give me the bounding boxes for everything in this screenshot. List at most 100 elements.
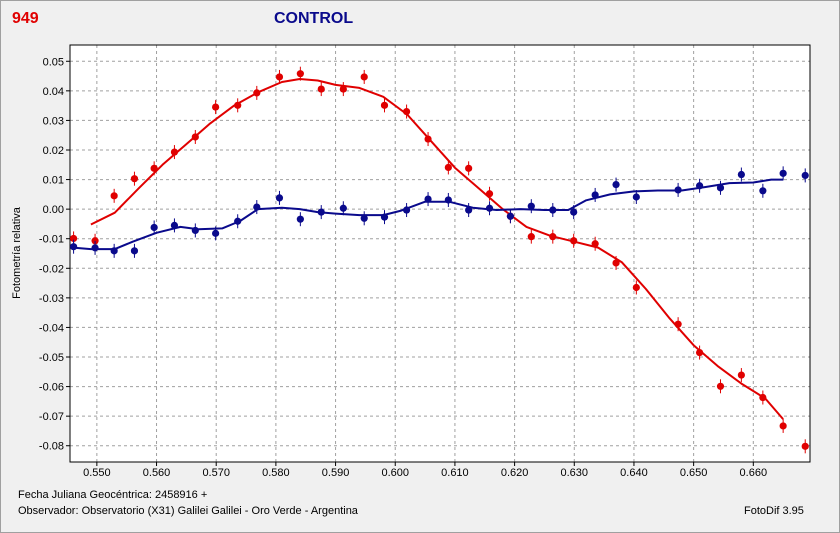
x-tick-label: 0.630 — [561, 467, 589, 479]
data-point — [253, 89, 261, 97]
data-point — [632, 193, 640, 201]
x-tick-label: 0.560 — [143, 467, 171, 479]
plot-area — [70, 45, 810, 462]
data-point — [759, 393, 767, 402]
y-axis-label: Fotometría relativa — [11, 206, 23, 299]
data-point — [380, 101, 389, 109]
data-point — [339, 204, 347, 212]
data-point — [591, 240, 599, 248]
data-point — [465, 206, 473, 214]
software-caption: FotoDif 3.95 — [744, 505, 804, 517]
data-point — [527, 202, 535, 210]
data-point — [779, 169, 787, 177]
data-point — [444, 196, 452, 204]
y-tick-label: -0.01 — [39, 234, 64, 246]
y-tick-label: 0.01 — [43, 175, 64, 187]
y-tick-label: -0.07 — [39, 411, 64, 423]
data-point — [591, 191, 599, 199]
data-point — [91, 237, 99, 245]
data-point — [465, 164, 473, 172]
data-point — [170, 221, 179, 230]
series-2-fit-line — [72, 178, 784, 251]
data-point — [485, 204, 494, 212]
x-tick-label: 0.570 — [202, 467, 230, 479]
x-tick-label: 0.550 — [83, 467, 111, 479]
series-2 — [69, 166, 809, 258]
y-tick-label: 0.05 — [43, 56, 64, 68]
data-point — [570, 237, 578, 245]
chart-title: CONTROL — [274, 10, 354, 27]
y-tick-label: -0.05 — [39, 352, 64, 364]
y-tick-label: -0.03 — [39, 293, 64, 305]
data-point — [130, 247, 139, 255]
data-point — [130, 175, 139, 183]
data-point — [737, 170, 745, 179]
data-point — [91, 244, 99, 252]
julian-date-caption: Fecha Juliana Geocéntrica: 2458916 + — [18, 489, 208, 501]
data-point — [212, 229, 220, 237]
y-tick-label: -0.02 — [39, 263, 64, 275]
data-point — [296, 215, 304, 223]
data-point — [296, 70, 304, 78]
data-point — [779, 422, 787, 430]
data-point — [402, 107, 411, 116]
data-point — [380, 213, 389, 221]
data-point — [339, 85, 347, 93]
data-point — [549, 206, 557, 214]
data-point — [549, 233, 557, 241]
x-tick-label: 0.660 — [740, 467, 768, 479]
data-point — [360, 73, 368, 81]
x-axis: 0.550 0.560 0.570 0.580 0.590 0.600 0.610 0.620… — [83, 462, 767, 479]
x-tick-label: 0.580 — [262, 467, 290, 479]
plot-border — [69, 44, 811, 463]
y-tick-label: 0.02 — [43, 145, 64, 157]
data-point — [444, 163, 452, 172]
y-tick-label: -0.04 — [39, 322, 64, 334]
series-layer — [69, 66, 809, 454]
data-point — [485, 190, 494, 198]
data-point — [759, 187, 767, 195]
x-tick-label: 0.640 — [620, 467, 648, 479]
data-point — [317, 208, 325, 216]
y-axis: 0.05 0.04 0.03 0.02 0.01 0.00 -0.01 -0.02 -0.03 -… — [39, 56, 70, 453]
data-point — [424, 135, 432, 143]
data-point — [716, 382, 725, 390]
data-point — [234, 217, 242, 225]
data-point — [737, 371, 745, 379]
data-point — [402, 206, 411, 214]
data-point — [150, 223, 158, 232]
data-point — [110, 192, 118, 200]
observer-caption: Observador: Observatorio (X31) Galilei G… — [18, 505, 358, 517]
data-point — [632, 283, 640, 292]
y-tick-label: 0.03 — [43, 115, 64, 127]
data-point — [801, 442, 809, 450]
data-point — [424, 195, 432, 203]
series-1 — [69, 66, 809, 454]
data-point — [234, 101, 242, 109]
data-point — [612, 180, 620, 189]
data-point — [695, 182, 704, 190]
data-point — [612, 259, 620, 267]
data-point — [253, 203, 261, 211]
data-point — [360, 214, 368, 222]
y-tick-label: -0.06 — [39, 382, 64, 394]
data-point — [69, 243, 78, 251]
x-tick-label: 0.590 — [322, 467, 350, 479]
data-point — [275, 73, 284, 81]
data-point — [150, 164, 158, 172]
data-point — [317, 85, 325, 93]
data-point — [570, 208, 578, 216]
data-point — [674, 320, 682, 328]
data-point — [170, 148, 179, 156]
x-tick-label: 0.610 — [441, 467, 469, 479]
x-tick-label: 0.650 — [680, 467, 708, 479]
data-point — [695, 348, 704, 357]
chart-id-label: 949 — [12, 10, 39, 27]
y-tick-label: 0.00 — [43, 204, 64, 216]
y-tick-label: -0.08 — [39, 441, 64, 453]
data-point — [191, 226, 199, 235]
data-point — [674, 186, 682, 194]
x-tick-label: 0.620 — [501, 467, 529, 479]
data-point — [191, 133, 199, 141]
